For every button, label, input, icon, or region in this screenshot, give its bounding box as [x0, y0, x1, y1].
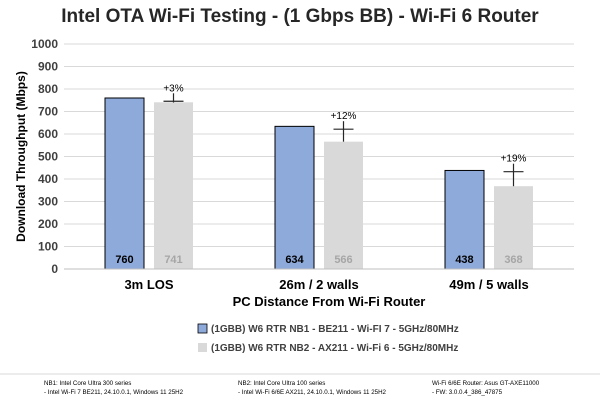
legend-label-series-1: (1GBB) W6 RTR NB1 - BE211 - Wi-FI 7 - 5G… — [211, 324, 459, 335]
y-tick-label-9: 900 — [38, 60, 58, 74]
footnote-nb2: NB2: Intel Core Ultra 100 series - Intel… — [238, 379, 386, 397]
footnote-nb2-line-2: - Intel Wi-Fi 6/6E AX211, 24.10.0.1, Win… — [238, 389, 386, 396]
delta-annotation-1: +12% — [331, 111, 357, 122]
footnote-router-line-2: - FW: 3.0.0.4_386_47875 — [432, 389, 503, 396]
bar-series-1-1 — [274, 125, 315, 270]
data-label-series-1-1: 634 — [285, 254, 304, 266]
footnote-nb1: NB1: Intel Core Ultra 300 series - Intel… — [44, 379, 183, 397]
y-tick-label-10: 1000 — [31, 37, 58, 51]
data-label-series-2-1: 566 — [334, 254, 352, 266]
y-tick-label-4: 400 — [38, 172, 58, 186]
footnote-nb1-line-2: - Intel Wi-Fi 7 BE211, 24.10.0.1, Window… — [44, 389, 184, 396]
data-label-series-1-0: 760 — [115, 254, 133, 266]
y-tick-label-8: 800 — [38, 82, 58, 96]
bar-series-2-2 — [494, 186, 533, 269]
bar-series-1-0 — [104, 97, 145, 270]
footnote-router-line-1: Wi-Fi 6/6E Router: Asus GT-AXE11000 — [432, 380, 540, 387]
y-tick-label-6: 600 — [38, 127, 58, 141]
chart-title: Intel OTA Wi-Fi Testing - (1 Gbps BB) - … — [61, 6, 539, 27]
y-tick-label-1: 100 — [38, 240, 58, 254]
x-tick-label-1: 26m / 2 walls — [279, 277, 359, 292]
bar-series-2-1 — [324, 141, 363, 269]
legend-swatch-series-2 — [198, 343, 207, 352]
data-label-series-1-2: 438 — [455, 254, 473, 266]
footnote-router: Wi-Fi 6/6E Router: Asus GT-AXE11000 - FW… — [432, 379, 539, 397]
y-axis-title: Download Throughput (Mbps) — [14, 71, 28, 242]
y-tick-label-3: 300 — [38, 195, 58, 209]
x-tick-label-2: 49m / 5 walls — [449, 277, 529, 292]
delta-annotation-2: +19% — [501, 154, 527, 165]
x-tick-label-0: 3m LOS — [124, 277, 173, 292]
delta-annotation-0: +3% — [163, 83, 183, 94]
y-tick-label-2: 200 — [38, 217, 58, 231]
y-tick-label-5: 500 — [38, 150, 58, 164]
legend-label-series-2: (1GBB) W6 RTR NB2 - AX211 - Wi-Fi 6 - 5G… — [211, 343, 458, 354]
y-tick-label-0: 0 — [51, 262, 58, 276]
footnote-nb1-line-1: NB1: Intel Core Ultra 300 series — [44, 380, 132, 387]
bar-series-1-2 — [444, 169, 485, 270]
data-label-series-2-0: 741 — [164, 254, 182, 266]
data-label-series-2-2: 368 — [504, 254, 522, 266]
y-tick-label-7: 700 — [38, 105, 58, 119]
footnote-nb2-line-1: NB2: Intel Core Ultra 100 series — [238, 380, 326, 387]
x-axis-title: PC Distance From Wi-Fi Router — [233, 294, 426, 309]
bar-series-2-0 — [154, 102, 193, 270]
legend-swatch-series-1 — [197, 323, 208, 334]
